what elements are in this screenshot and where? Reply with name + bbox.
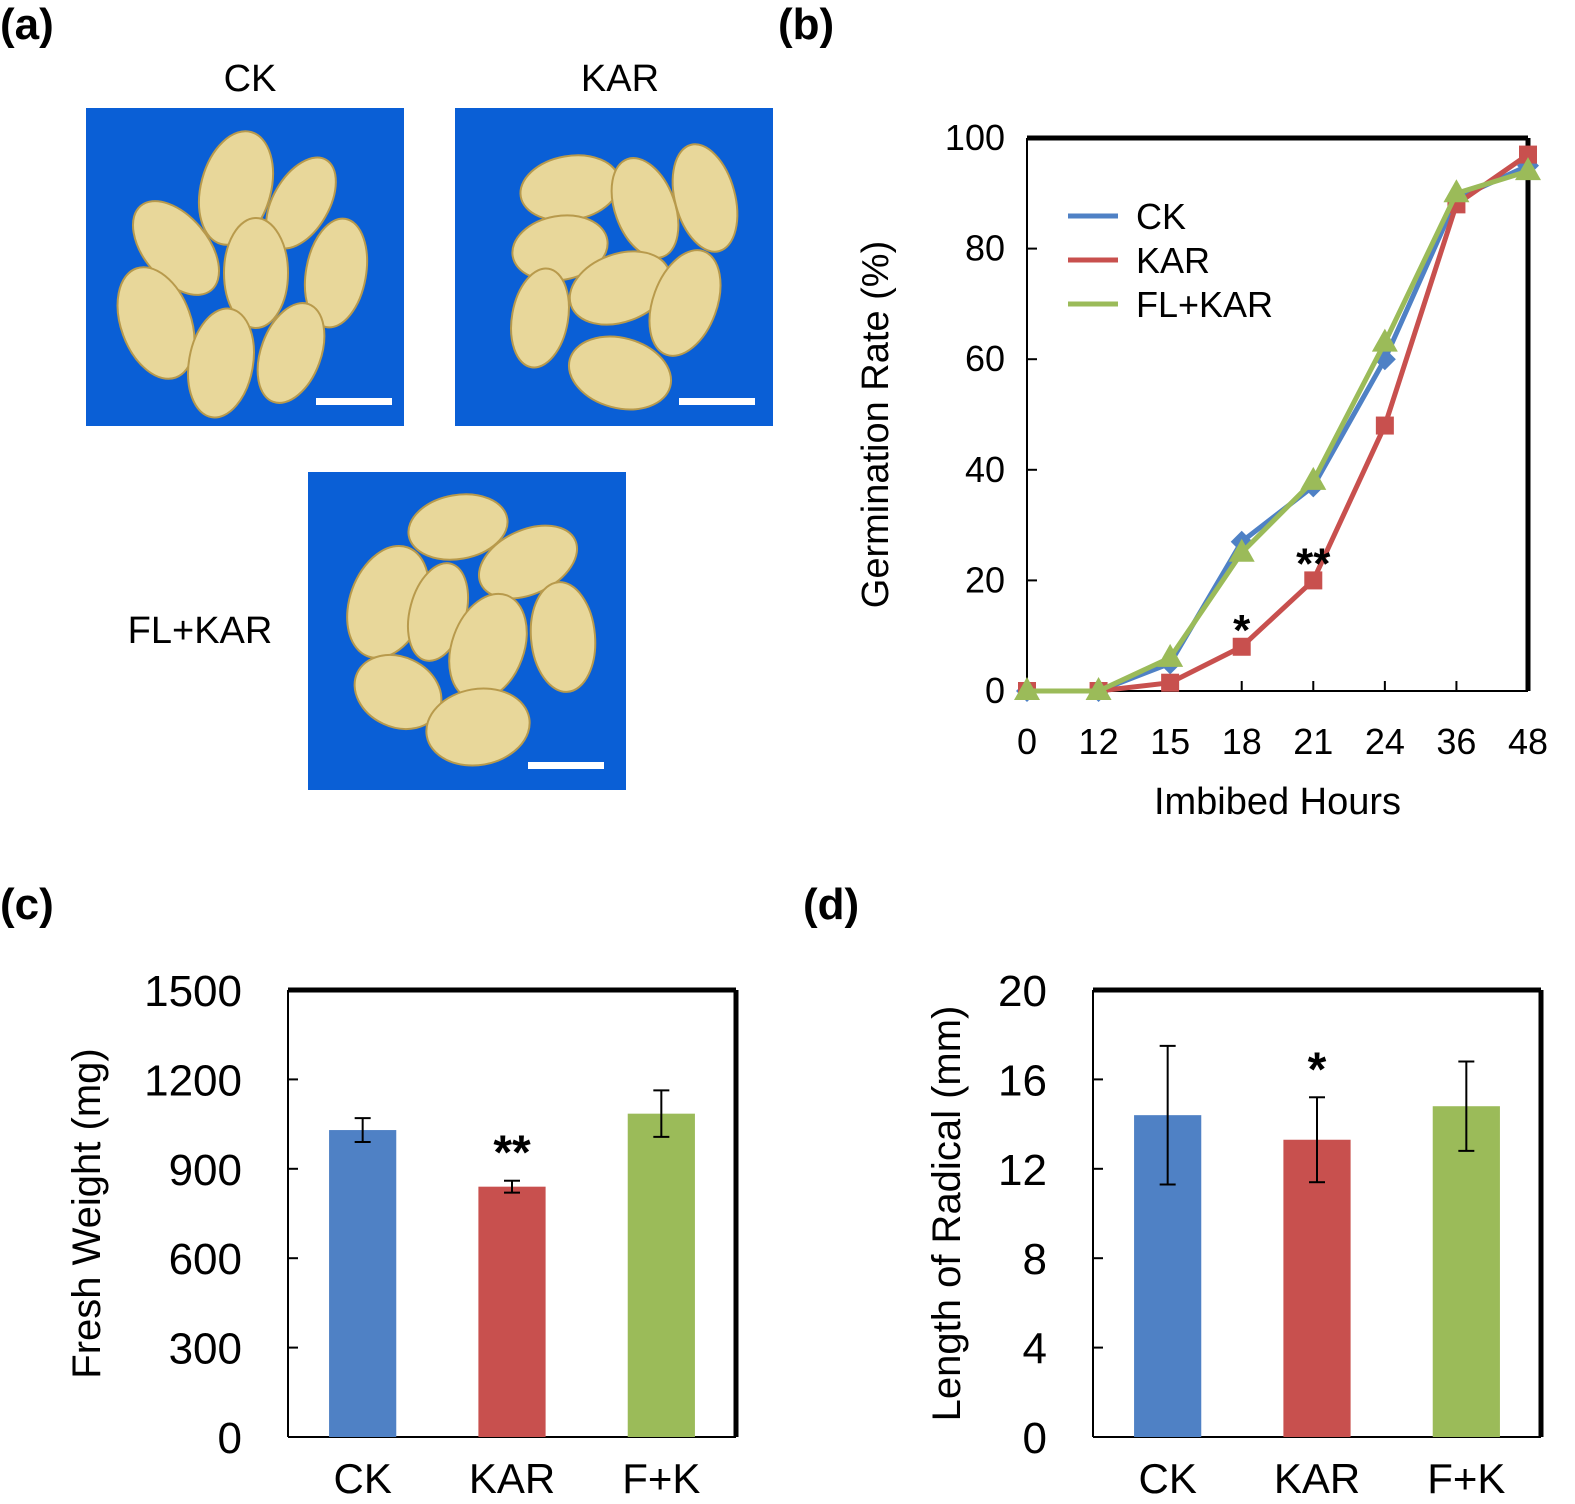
photo-kar-seeds <box>455 108 773 426</box>
seeds-illustration-fl-kar <box>346 493 597 767</box>
x-tick-label: 12 <box>1079 721 1119 762</box>
photo-ck-seeds <box>86 108 404 426</box>
x-tick-label: 21 <box>1293 721 1333 762</box>
x-tick-label: 48 <box>1508 721 1548 762</box>
y-tick-label: 60 <box>965 338 1005 379</box>
y-tick-label: 20 <box>965 559 1005 600</box>
data-point-fl-kar <box>1157 643 1184 667</box>
legend-label-kar: KAR <box>1136 240 1210 281</box>
data-point-fl-kar <box>1515 157 1541 181</box>
panel-label-b: (b) <box>778 0 835 49</box>
series-line-fl-kar <box>1027 168 1529 694</box>
legend-label-ck: CK <box>1136 196 1186 237</box>
y-tick-label: 100 <box>945 117 1005 158</box>
data-point-kar <box>1304 571 1323 590</box>
panel-label-d: (d) <box>803 880 860 929</box>
y-tick-label: 40 <box>965 449 1005 490</box>
photo-caption-kar: KAR <box>580 58 660 100</box>
x-axis-title: Imbibed Hours <box>1154 781 1401 823</box>
x-tick-label: 18 <box>1222 721 1262 762</box>
photo-caption-ck: CK <box>223 58 277 100</box>
data-point-kar <box>1232 637 1251 656</box>
scale-bar <box>316 398 392 405</box>
scale-bar <box>679 398 755 405</box>
data-point-kar <box>1375 416 1394 435</box>
seeds-illustration-ck <box>116 130 369 419</box>
data-point-fl-kar <box>1085 677 1112 700</box>
significance-marker: ** <box>1296 539 1331 588</box>
panel-label-a: (a) <box>0 0 54 49</box>
data-point-fl-kar <box>1014 677 1040 700</box>
data-point-fl-kar <box>1300 466 1327 490</box>
series-line-kar <box>1027 152 1530 694</box>
scale-bar <box>528 762 604 769</box>
photo-caption-fl-kar: FL+KAR <box>127 610 273 652</box>
data-point-fl-kar <box>1443 179 1470 203</box>
x-tick-label: 36 <box>1436 721 1476 762</box>
legend-label-fl-kar: FL+KAR <box>1136 284 1273 325</box>
photo-fl-kar-seeds <box>308 472 626 790</box>
data-point-fl-kar <box>1228 538 1255 562</box>
data-point-kar <box>1519 145 1537 164</box>
y-axis-title: Germination Rate (%) <box>855 241 897 608</box>
data-point-kar <box>1161 673 1180 692</box>
panel-label-c: (c) <box>0 880 54 929</box>
y-tick-label: 80 <box>965 228 1005 269</box>
data-point-fl-kar <box>1371 328 1398 352</box>
y-tick-label: 0 <box>985 670 1005 711</box>
x-tick-label: 24 <box>1365 721 1405 762</box>
significance-marker: * <box>1233 606 1251 655</box>
seeds-illustration-kar <box>510 143 739 411</box>
x-tick-label: 15 <box>1150 721 1190 762</box>
x-tick-label: 0 <box>1017 721 1037 762</box>
